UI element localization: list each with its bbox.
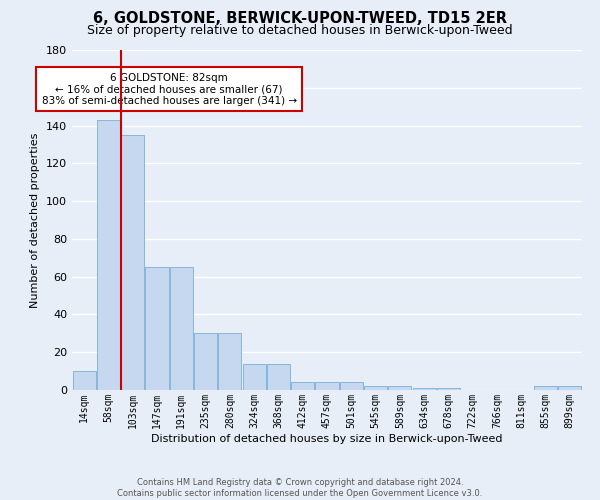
Bar [388, 386, 412, 390]
Bar [413, 388, 436, 390]
Bar [145, 267, 169, 390]
Bar [534, 386, 557, 390]
Bar [559, 386, 581, 390]
Text: 6 GOLDSTONE: 82sqm
← 16% of detached houses are smaller (67)
83% of semi-detache: 6 GOLDSTONE: 82sqm ← 16% of detached hou… [41, 72, 297, 106]
Bar [121, 135, 144, 390]
Bar [218, 334, 241, 390]
Bar [194, 334, 217, 390]
Bar [73, 371, 95, 390]
Text: Size of property relative to detached houses in Berwick-upon-Tweed: Size of property relative to detached ho… [87, 24, 513, 37]
Bar [267, 364, 290, 390]
X-axis label: Distribution of detached houses by size in Berwick-upon-Tweed: Distribution of detached houses by size … [151, 434, 503, 444]
Y-axis label: Number of detached properties: Number of detached properties [31, 132, 40, 308]
Bar [316, 382, 338, 390]
Bar [242, 364, 266, 390]
Bar [364, 386, 387, 390]
Text: Contains HM Land Registry data © Crown copyright and database right 2024.
Contai: Contains HM Land Registry data © Crown c… [118, 478, 482, 498]
Bar [170, 267, 193, 390]
Bar [291, 382, 314, 390]
Bar [97, 120, 120, 390]
Bar [437, 388, 460, 390]
Text: 6, GOLDSTONE, BERWICK-UPON-TWEED, TD15 2ER: 6, GOLDSTONE, BERWICK-UPON-TWEED, TD15 2… [93, 11, 507, 26]
Bar [340, 382, 363, 390]
